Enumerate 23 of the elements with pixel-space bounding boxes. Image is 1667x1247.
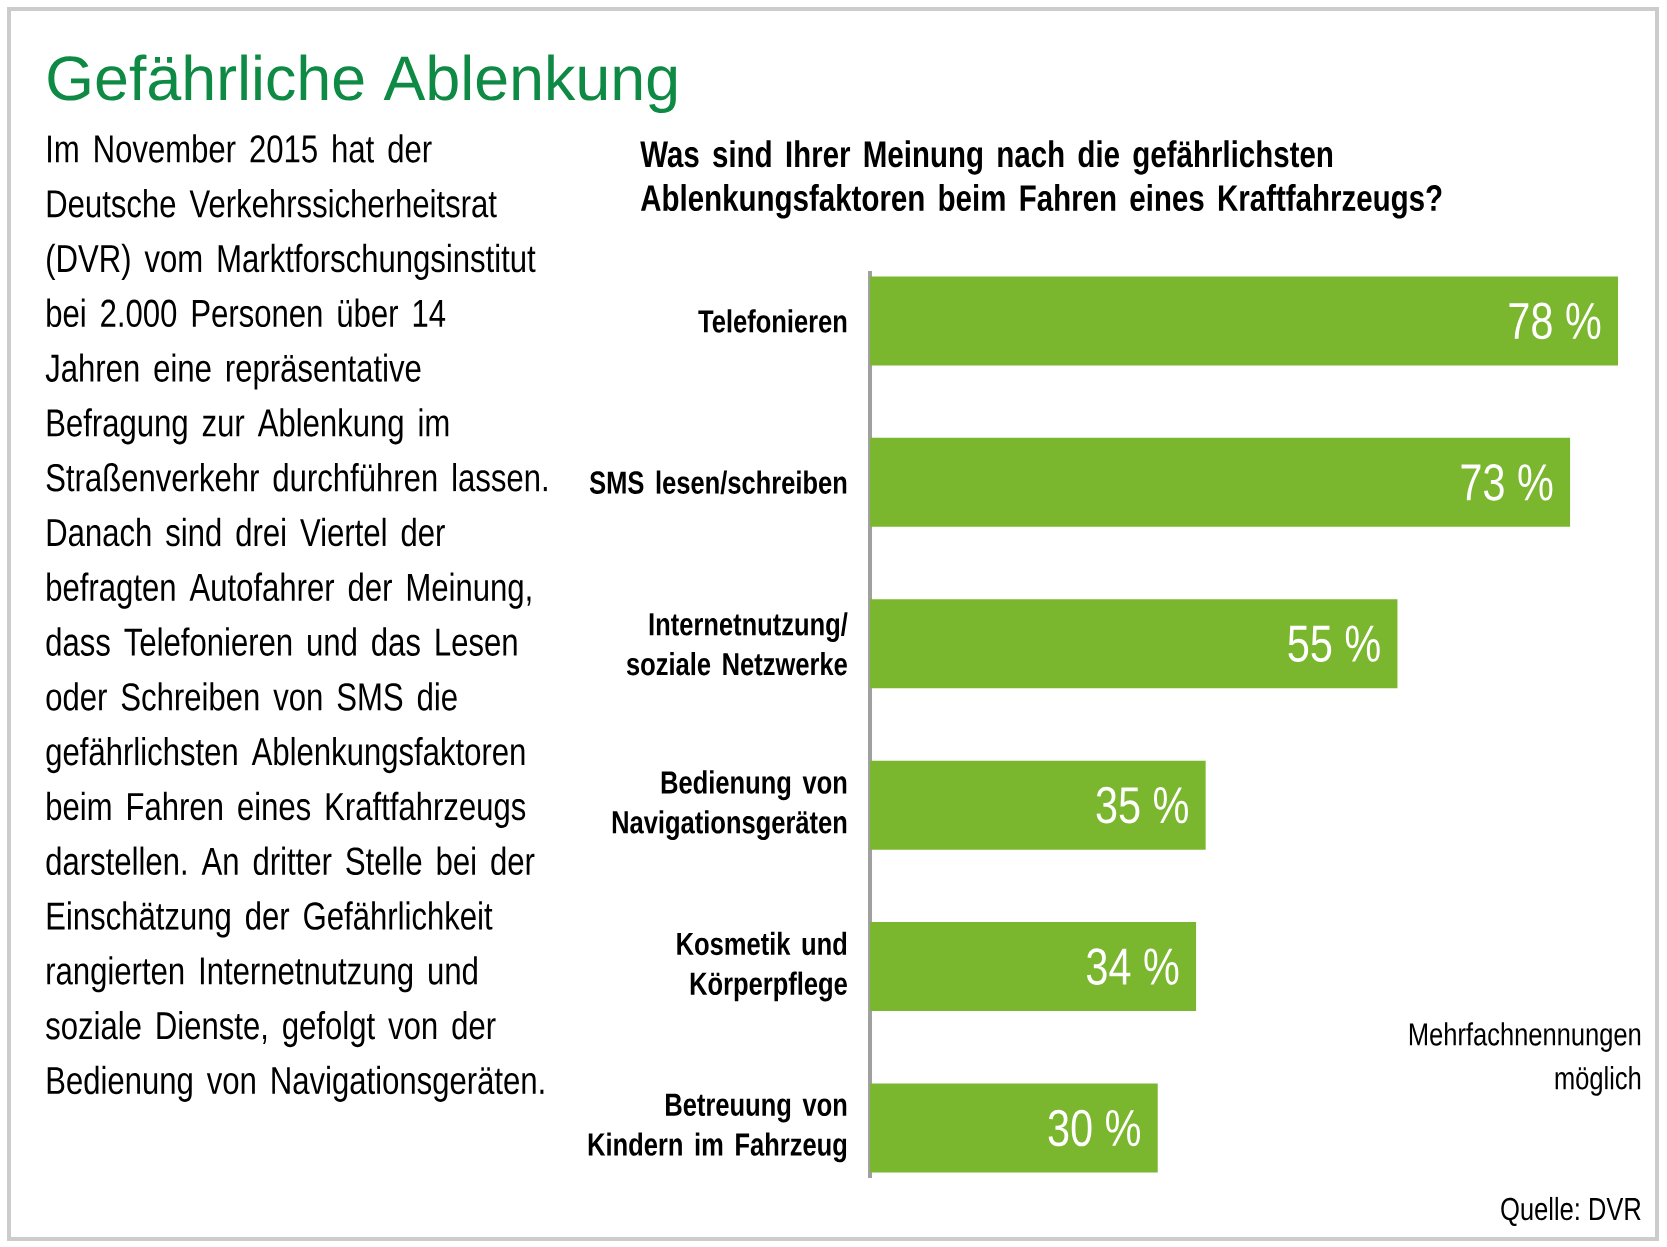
y-tick-label: Betreuung von Kindern im Fahrzeug [588, 1093, 847, 1163]
chart-subtitle: Was sind Ihrer Meinung nach die gefährlichsten Ablenkungsfaktoren beim Fahren eines Kraftfahrzeugs? [640, 140, 1442, 219]
y-tick-label: Internetnutzung/soziale Netzwerke [626, 612, 848, 676]
y-tick-label: SMS lesen/schreiben [589, 470, 847, 495]
bar [870, 276, 1619, 366]
y-tick-label: Bedienung von Navigationsgeräten [612, 770, 847, 841]
data-label: 35 % [1096, 786, 1188, 824]
data-label: 55 % [1288, 625, 1380, 662]
y-tick-label: Kosmetik und Körperpflege [677, 931, 847, 1002]
y-tick-label: Telefonieren [698, 309, 847, 333]
data-label: 34 % [1086, 948, 1179, 985]
data-label: 30 % [1048, 1109, 1140, 1147]
text: Gefährliche Ablenkung [48, 54, 677, 114]
bar [870, 599, 1398, 689]
source-note: Quelle: DVR [1501, 1196, 1641, 1227]
bar [870, 922, 1197, 1012]
bar [870, 437, 1571, 527]
data-label: 73 % [1461, 464, 1553, 501]
bar [870, 760, 1206, 850]
text: Im November 2015 hat der Deutsche Verkehrssicherheitsrat (DVR) vom Marktforschungsinstitut bei 2.000 Personen über 14 Jahren eine repräsentative Befragung zur Ablenkung im Straßenverkehr durchführen lassen. Danach sind drei Viertel der befragten Autofahrer der Meinung, dass Telefonieren und das Lesen oder Schreiben von SMS die gefährlichsten Ablenkungsfaktoren beim Fahren eines Kraftfahrzeugs darstellen. An dritter Stelle bei der Einschätzung der Gefährlichkeit rangierten Internetnutzung und soziale Dienste, gefolgt von der Bedienung von Navigationsgeräten. [45, 134, 547, 1102]
data-label: 78 % [1509, 302, 1601, 340]
bar [870, 1083, 1158, 1173]
annotation: Mehrfachnennungen möglich [1409, 1022, 1641, 1096]
